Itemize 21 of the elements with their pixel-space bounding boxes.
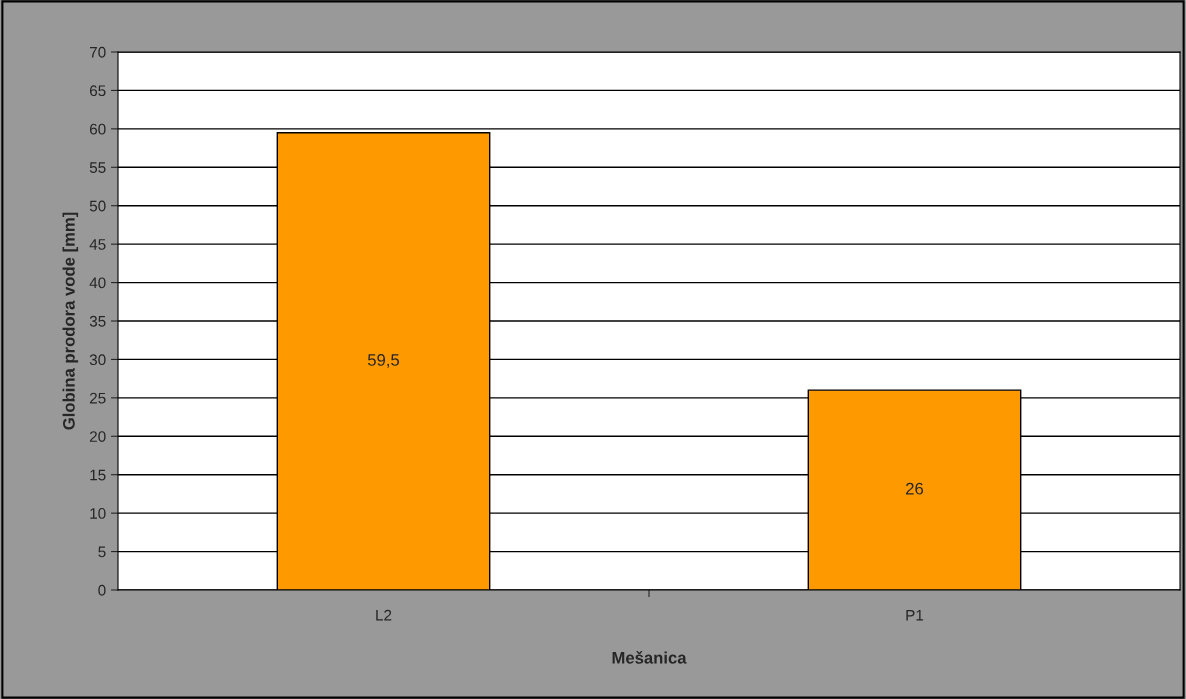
y-tick-label: 25 [89, 392, 106, 404]
y-tick-label: 45 [89, 239, 106, 250]
y-tick-label: 55 [89, 162, 106, 173]
y-tick-label: 30 [89, 354, 106, 366]
y-tick-label: 0 [98, 584, 106, 596]
y-tick-label: 20 [89, 431, 106, 442]
y-tick-label: 15 [90, 469, 106, 481]
y-tick-label: 60 [89, 123, 106, 135]
y-tick-label: 40 [89, 277, 106, 289]
y-tick-label: 70 [89, 46, 106, 58]
x-axis-title: Mešanica [612, 651, 687, 664]
y-tick-label: 65 [89, 85, 106, 97]
y-tick-label: 10 [90, 508, 106, 519]
data-label: 59,5 [367, 354, 400, 368]
x-tick-label: L2 [376, 609, 392, 621]
y-tick-label: 5 [98, 546, 106, 558]
data-label: 26 [906, 482, 924, 495]
x-tick-label: P1 [906, 610, 924, 621]
y-tick-label: 50 [89, 200, 106, 212]
y-tick-label: 35 [89, 315, 106, 327]
y-axis-title: Globina prodora vode [mm] [62, 212, 79, 430]
